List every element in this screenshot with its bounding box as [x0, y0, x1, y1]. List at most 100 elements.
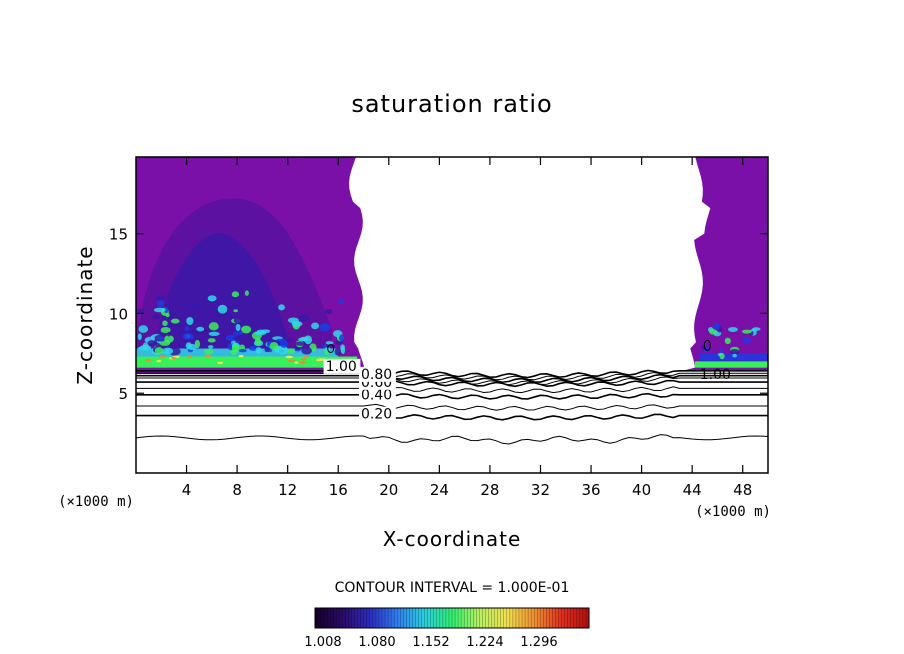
contour-label-bg	[358, 406, 396, 422]
contour-label: 0.20	[361, 407, 392, 423]
contour-line	[136, 434, 768, 445]
turbulent-cell	[155, 295, 167, 301]
supersaturated-region-right	[682, 157, 768, 371]
turbulent-cell	[187, 343, 197, 351]
hotspot	[217, 361, 224, 364]
contour-line	[136, 376, 768, 386]
y-tick-label: 15	[109, 226, 128, 244]
contour-interval-text: CONTOUR INTERVAL = 1.000E-01	[335, 580, 570, 596]
hotspot	[204, 354, 212, 358]
chart-title: saturation ratio	[351, 90, 552, 118]
colorbar-tick-labels: 1.008 1.080 1.152 1.224 1.296	[304, 635, 557, 650]
turbulent-cell	[232, 303, 244, 307]
turbulent-cell	[254, 337, 262, 346]
colorbar-stripes	[317, 608, 587, 628]
turbulent-cell	[235, 323, 241, 332]
contour-loop	[327, 344, 335, 354]
turbulent-cell	[298, 314, 310, 322]
hotspot	[171, 356, 176, 360]
turbulent-cell	[334, 347, 342, 356]
turbulent-cell	[325, 341, 334, 345]
contour-label-bg	[323, 358, 361, 374]
turbulent-cell-right	[727, 327, 738, 332]
turbulent-cell	[238, 349, 247, 353]
turbulent-cell	[182, 333, 194, 340]
contour-label-bg	[358, 387, 396, 403]
turbulent-cell-right	[709, 328, 717, 335]
turbulent-cell	[190, 303, 203, 312]
turbulent-cell	[233, 309, 238, 313]
turbulent-cell	[156, 299, 165, 308]
turbulent-cell	[220, 338, 225, 344]
turbulent-cell	[244, 290, 249, 296]
turbulent-cell	[232, 331, 243, 335]
turbulent-cell	[287, 317, 299, 324]
x-tick-label: 12	[278, 481, 297, 499]
turbulent-cell	[269, 342, 279, 351]
turbulent-cell	[256, 329, 266, 335]
turbulent-cell	[137, 333, 142, 341]
turbulent-cell	[339, 334, 345, 342]
turbulent-cell	[153, 307, 166, 313]
turbulent-cell	[241, 325, 252, 334]
turbulent-cell	[311, 322, 320, 330]
turbulent-cell	[196, 326, 205, 332]
x-tick-label: 20	[379, 481, 398, 499]
contour-labels: 0.200.400.600.801.00 1.00	[323, 358, 731, 423]
colorbar: 1.008 1.080 1.152 1.224 1.296	[304, 607, 590, 650]
turbulent-cell	[166, 331, 172, 337]
turbulent-cell	[207, 345, 214, 349]
turbulent-cell	[154, 347, 164, 355]
contour-line	[136, 379, 768, 388]
turbulent-cell	[286, 348, 295, 354]
turbulent-cell	[325, 308, 333, 315]
turbulent-cell	[301, 346, 313, 355]
colorbar-tick-label: 1.008	[304, 635, 341, 650]
hotspot	[285, 355, 294, 359]
turbulent-cell	[142, 342, 149, 350]
contour-line	[136, 403, 768, 411]
turbulent-cell-right	[732, 353, 737, 358]
turbulent-cell	[231, 291, 240, 298]
turbulent-cell	[340, 346, 346, 355]
x-tick-label: 40	[632, 481, 651, 499]
x-tick-label: 44	[683, 481, 702, 499]
turbulent-cell-right	[729, 348, 740, 355]
turbulent-cell	[162, 347, 174, 355]
x-tick-label: 16	[329, 481, 348, 499]
turbulent-cell	[285, 338, 293, 342]
turbulent-cell	[294, 341, 307, 346]
turbulent-cell-right	[712, 323, 720, 331]
contour-line	[136, 368, 768, 379]
turbulent-cell	[277, 345, 289, 355]
turbulent-cell	[231, 344, 240, 353]
y-axis-ticks: 5 10 15	[109, 226, 768, 403]
hotspot	[156, 359, 162, 363]
turbulent-cell	[255, 347, 262, 354]
turbulent-cell	[264, 346, 270, 353]
x-unit-left: (×1000 m)	[58, 494, 134, 510]
hotspot	[294, 361, 299, 364]
hotspot	[317, 358, 326, 361]
x-tick-label: 24	[430, 481, 449, 499]
contour-label: 0.40	[361, 388, 392, 404]
colorbar-tick-label: 1.080	[358, 635, 395, 650]
turbulent-cell-right	[741, 329, 752, 334]
hotspot	[158, 355, 166, 359]
hotspot	[299, 361, 307, 364]
y-tick-label: 10	[109, 305, 128, 323]
turbulent-cell	[138, 325, 149, 333]
hotspot	[144, 358, 152, 362]
turbulent-cell-right	[724, 337, 731, 345]
turbulent-cell-right	[742, 337, 751, 344]
turbulent-cell	[318, 323, 331, 332]
x-tick-label: 48	[733, 481, 752, 499]
x-tick-label: 8	[232, 481, 242, 499]
turbulent-cell	[137, 308, 144, 314]
green-layer-right	[694, 361, 768, 368]
turbulent-cell	[207, 295, 217, 302]
turbulent-cell	[207, 338, 216, 343]
contour-line	[136, 373, 768, 384]
turbulent-cell	[278, 304, 285, 311]
